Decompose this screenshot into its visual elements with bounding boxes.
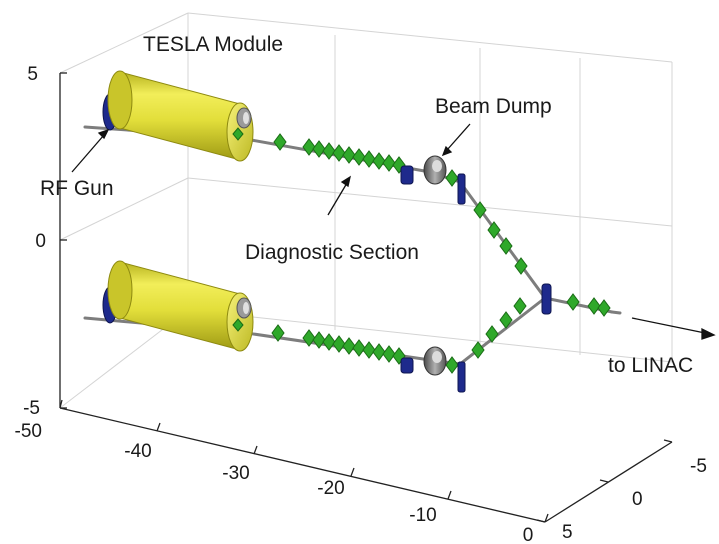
x-tick-neg50: -50 [15, 421, 42, 442]
axes-box [59, 12, 673, 409]
x-tick-0: 0 [523, 525, 534, 544]
z-tick-5: 5 [27, 64, 38, 85]
label-diagnostic-section: Diagnostic Section [245, 241, 419, 264]
quadrupoles-lower [232, 297, 527, 374]
z-tick-0: 0 [35, 231, 46, 252]
tesla-module-lower [107, 260, 254, 352]
label-beam-dump: Beam Dump [435, 95, 552, 118]
x-tick-neg20: -20 [317, 478, 344, 499]
beam-dump-lower [423, 346, 447, 376]
z-tick-neg5: -5 [23, 398, 40, 419]
quadrupoles-upper [232, 127, 611, 317]
dipoles [400, 165, 552, 393]
beam-dump-upper [423, 155, 447, 185]
y-tick-5: 5 [562, 522, 573, 543]
label-tesla-module: TESLA Module [143, 33, 283, 56]
annotation-arrows [71, 123, 716, 340]
y-tick-neg5: -5 [690, 456, 707, 477]
y-tick-0: 0 [632, 489, 643, 510]
axis-lines [59, 72, 673, 523]
label-rf-gun: RF Gun [40, 177, 114, 200]
x-tick-neg40: -40 [124, 441, 151, 462]
x-tick-neg10: -10 [409, 505, 436, 526]
tesla-module-upper [107, 70, 254, 162]
x-tick-neg30: -30 [222, 463, 249, 484]
label-to-linac: to LINAC [608, 354, 693, 377]
